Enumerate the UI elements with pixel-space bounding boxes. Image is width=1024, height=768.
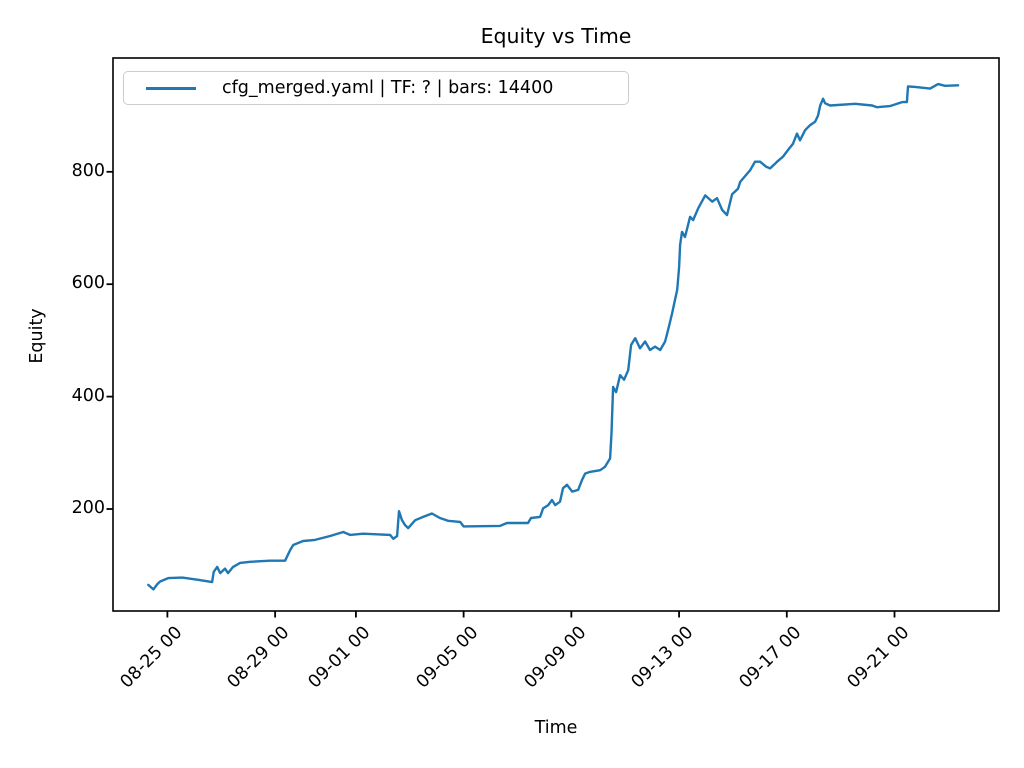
axes-spines bbox=[112, 57, 1000, 612]
y-tick-label: 400 bbox=[71, 385, 105, 406]
legend: cfg_merged.yaml | TF: ? | bars: 14400 bbox=[123, 71, 629, 105]
y-tick-label: 200 bbox=[71, 497, 105, 518]
chart-title: Equity vs Time bbox=[480, 24, 632, 48]
equity-line bbox=[147, 82, 960, 591]
y-axis-label: Equity bbox=[27, 308, 47, 364]
y-tick-label: 800 bbox=[71, 160, 105, 181]
y-tick-label: 600 bbox=[71, 273, 105, 294]
legend-line-sample-icon bbox=[146, 86, 196, 90]
x-axis-label: Time bbox=[534, 718, 578, 738]
legend-label: cfg_merged.yaml | TF: ? | bars: 14400 bbox=[222, 78, 554, 98]
